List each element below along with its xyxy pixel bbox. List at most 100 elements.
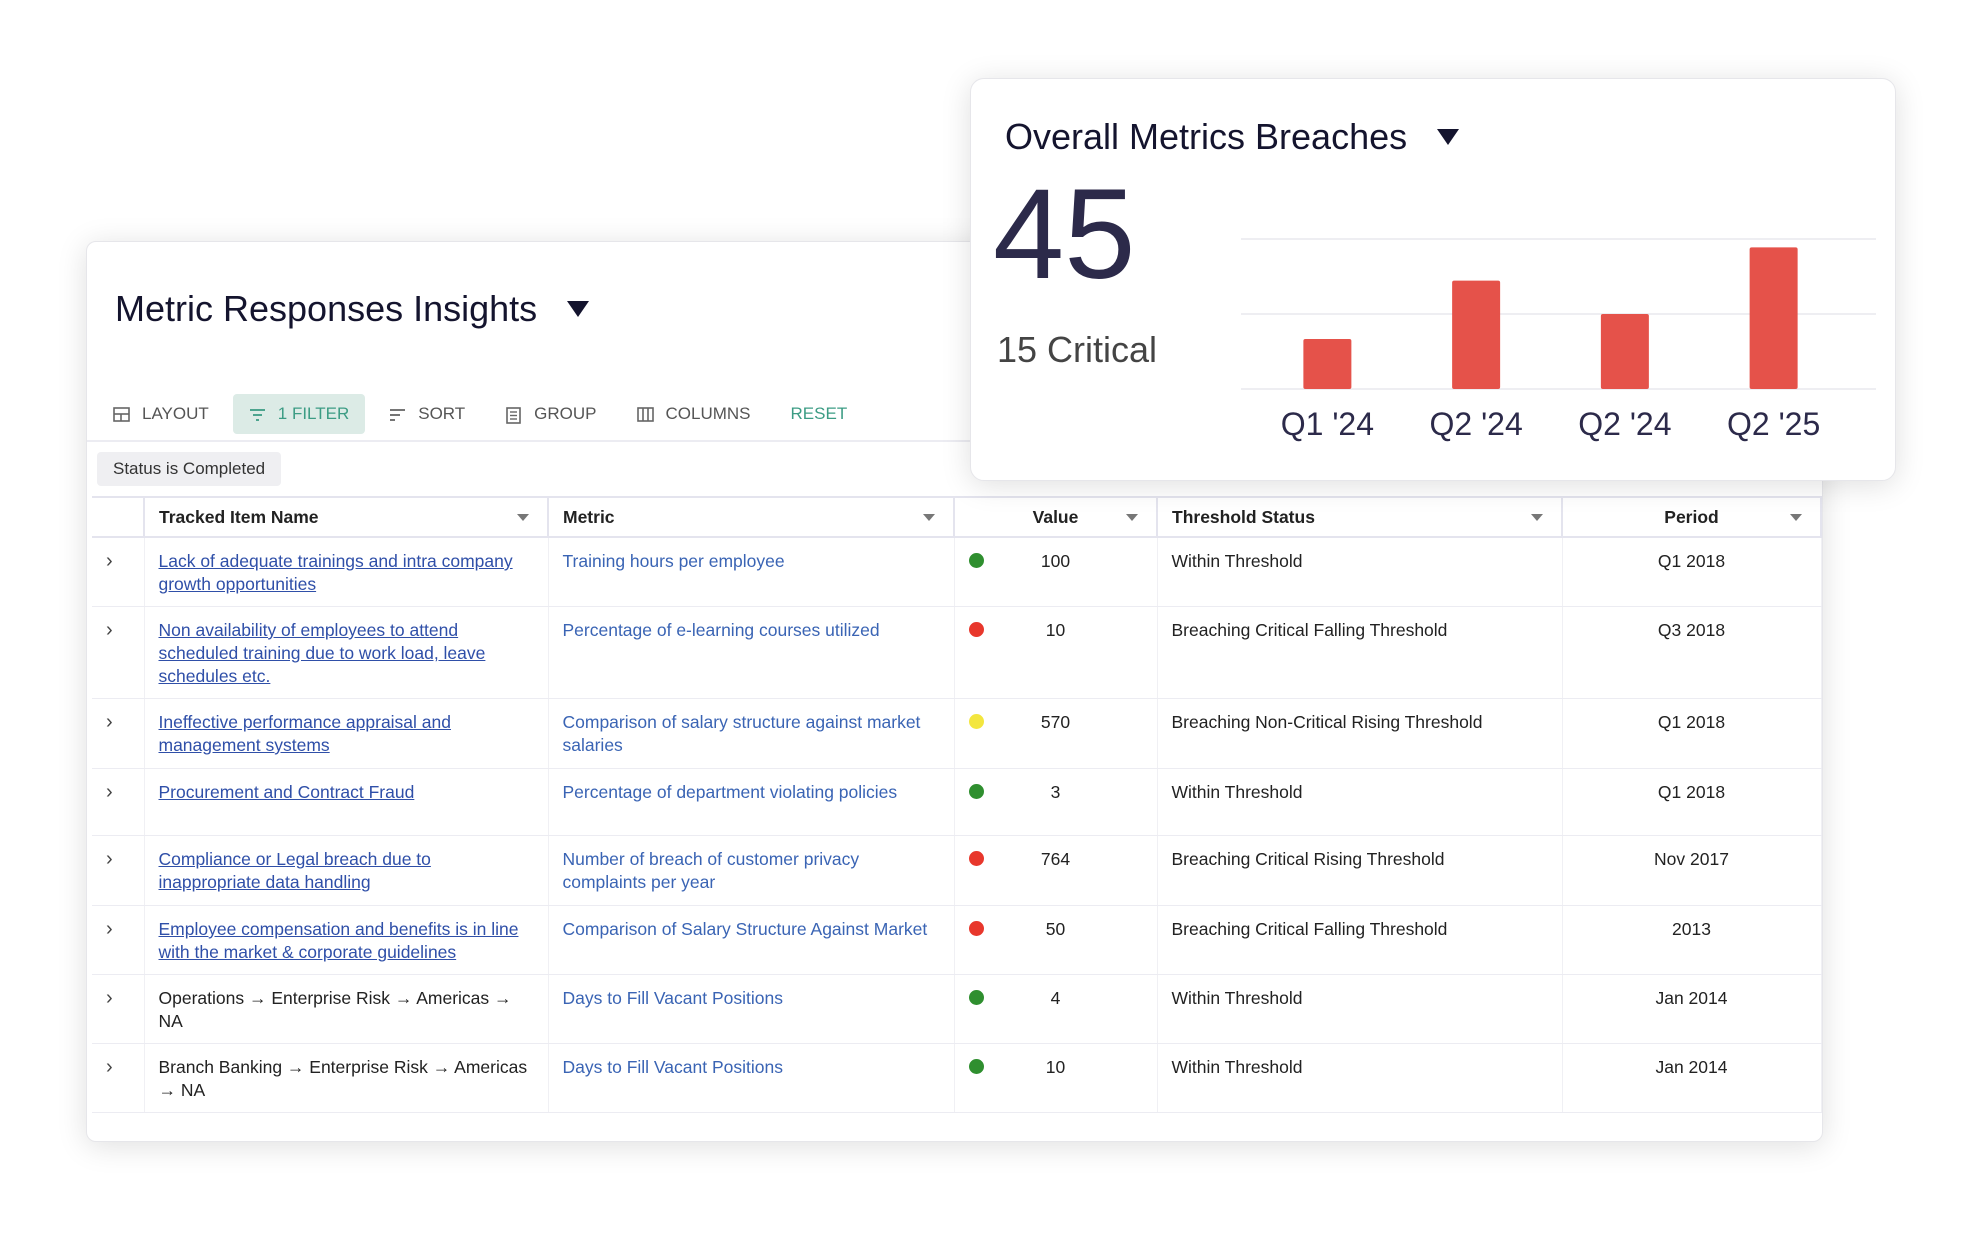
tracked-item-name[interactable]: Employee compensation and benefits is in… <box>158 919 519 962</box>
period-text: Q1 2018 <box>1657 551 1726 571</box>
layout-button[interactable]: LAYOUT <box>97 394 225 434</box>
insights-title: Metric Responses Insights <box>115 288 590 330</box>
toolbar-label: GROUP <box>534 404 597 423</box>
chevron-right-icon[interactable]: › <box>106 1056 113 1078</box>
metric-link[interactable]: Days to Fill Vacant Positions <box>562 988 783 1008</box>
value-text: 50 <box>1045 919 1066 939</box>
column-header-metric[interactable]: Metric <box>548 496 955 538</box>
bar-0[interactable] <box>1303 339 1352 389</box>
x-tick-label: Q2 '25 <box>1727 406 1820 442</box>
table-row[interactable]: › Employee compensation and benefits is … <box>92 905 1822 975</box>
chevron-right-icon[interactable]: › <box>106 619 113 641</box>
metric-link[interactable]: Comparison of Salary Structure Against M… <box>562 919 928 939</box>
bar-2[interactable] <box>1600 314 1649 389</box>
insights-dropdown-icon[interactable] <box>567 301 590 317</box>
toolbar-label: RESET <box>790 404 848 423</box>
expander-cell: › <box>92 1043 145 1113</box>
sort-icon <box>389 407 406 422</box>
column-menu-icon[interactable] <box>1790 514 1802 521</box>
metric-link[interactable]: Days to Fill Vacant Positions <box>562 1057 783 1077</box>
tracked-item-name[interactable]: Non availability of employees to attend … <box>158 620 486 686</box>
metric-link[interactable]: Percentage of department violating polic… <box>562 782 898 802</box>
column-header-period[interactable]: Period <box>1562 496 1822 538</box>
x-tick-label: Q2 '24 <box>1429 406 1522 442</box>
column-menu-icon[interactable] <box>1126 514 1138 521</box>
metric-cell: Percentage of department violating polic… <box>548 768 955 836</box>
threshold-status-text: Breaching Critical Falling Threshold <box>1171 919 1448 939</box>
expander-cell: › <box>92 606 145 699</box>
sort-button[interactable]: SORT <box>373 394 481 434</box>
table-row[interactable]: › Operations → Enterprise Risk → America… <box>92 974 1822 1044</box>
table-row[interactable]: › Non availability of employees to atten… <box>92 606 1822 699</box>
header-label: Value <box>1032 506 1079 527</box>
1-filter-button[interactable]: 1 FILTER <box>232 394 366 434</box>
value-text: 764 <box>1040 849 1071 869</box>
critical-count: 15 Critical <box>997 329 1158 370</box>
period-text: Jan 2014 <box>1655 1057 1728 1077</box>
metric-link[interactable]: Number of breach of customer privacy com… <box>562 849 860 892</box>
threshold-status-text: Breaching Critical Rising Threshold <box>1171 849 1445 869</box>
column-header-value[interactable]: Value <box>954 496 1158 538</box>
expander-cell: › <box>92 974 145 1044</box>
tracked-item-cell: Ineffective performance appraisal and ma… <box>144 698 549 769</box>
value-cell: 50 <box>954 905 1158 975</box>
value-cell: 100 <box>954 537 1158 607</box>
overall-breaches-card: Overall Metrics Breaches 45 15 Critical … <box>970 78 1896 481</box>
toolbar-label: 1 FILTER <box>277 404 350 423</box>
chevron-right-icon[interactable]: › <box>106 781 113 803</box>
chevron-right-icon[interactable]: › <box>106 550 113 572</box>
threshold-status-text: Within Threshold <box>1171 782 1303 802</box>
threshold-status-cell: Within Threshold <box>1157 1043 1563 1113</box>
expander-header <box>92 496 145 538</box>
tracked-item-cell: Procurement and Contract Fraud <box>144 768 549 836</box>
column-header-threshold-status[interactable]: Threshold Status <box>1157 496 1563 538</box>
status-dot-icon <box>968 784 984 799</box>
tracked-item-name[interactable]: Ineffective performance appraisal and ma… <box>158 712 452 755</box>
tracked-item-cell: Employee compensation and benefits is in… <box>144 905 549 975</box>
value-cell: 4 <box>954 974 1158 1044</box>
header-label: Period <box>1664 506 1719 527</box>
table-row[interactable]: › Branch Banking → Enterprise Risk → Ame… <box>92 1043 1822 1113</box>
bar-3[interactable] <box>1749 247 1798 389</box>
table-row[interactable]: › Procurement and Contract Fraud Percent… <box>92 768 1822 836</box>
total-breaches-value: 45 <box>993 163 1136 306</box>
bar-1[interactable] <box>1452 280 1501 389</box>
column-header-tracked-item[interactable]: Tracked Item Name <box>144 496 549 538</box>
breaches-bar-chart: Q1 '24 Q2 '24 Q2 '24 Q2 '25 <box>1241 238 1876 442</box>
filter-chip[interactable]: Status is Completed <box>97 452 282 486</box>
chevron-right-icon[interactable]: › <box>106 987 113 1009</box>
columns-icon <box>636 406 654 422</box>
metric-link[interactable]: Percentage of e-learning courses utilize… <box>562 620 880 640</box>
value-text: 100 <box>1040 551 1071 571</box>
column-menu-icon[interactable] <box>1531 514 1543 521</box>
status-dot-icon <box>968 553 984 568</box>
tracked-item-name: Operations → Enterprise Risk → Americas … <box>158 988 512 1031</box>
tracked-item-cell: Operations → Enterprise Risk → Americas … <box>144 974 549 1044</box>
value-cell: 764 <box>954 835 1158 906</box>
tracked-item-cell: Branch Banking → Enterprise Risk → Ameri… <box>144 1043 549 1113</box>
tracked-item-name[interactable]: Compliance or Legal breach due to inappr… <box>158 849 431 892</box>
table-row[interactable]: › Ineffective performance appraisal and … <box>92 698 1822 769</box>
value-text: 10 <box>1045 1057 1066 1077</box>
column-menu-icon[interactable] <box>517 514 529 521</box>
reset-button[interactable]: RESET <box>775 394 864 434</box>
tracked-item-name[interactable]: Procurement and Contract Fraud <box>158 782 415 802</box>
threshold-status-text: Breaching Critical Falling Threshold <box>1171 620 1448 640</box>
period-cell: Nov 2017 <box>1562 835 1822 906</box>
threshold-status-cell: Within Threshold <box>1157 537 1563 607</box>
breaches-dropdown-icon[interactable] <box>1437 129 1460 145</box>
column-menu-icon[interactable] <box>923 514 935 521</box>
metric-link[interactable]: Comparison of salary structure against m… <box>562 712 921 755</box>
period-cell: Jan 2014 <box>1562 1043 1822 1113</box>
table-row[interactable]: › Lack of adequate trainings and intra c… <box>92 537 1822 607</box>
metric-link[interactable]: Training hours per employee <box>562 551 785 571</box>
tracked-item-name[interactable]: Lack of adequate trainings and intra com… <box>158 551 513 594</box>
chevron-right-icon[interactable]: › <box>106 848 113 870</box>
period-cell: Jan 2014 <box>1562 974 1822 1044</box>
table-row[interactable]: › Compliance or Legal breach due to inap… <box>92 835 1822 906</box>
group-button[interactable]: GROUP <box>489 394 612 434</box>
chevron-right-icon[interactable]: › <box>106 918 113 940</box>
metric-cell: Number of breach of customer privacy com… <box>548 835 955 906</box>
chevron-right-icon[interactable]: › <box>106 711 113 733</box>
columns-button[interactable]: COLUMNS <box>621 394 767 434</box>
